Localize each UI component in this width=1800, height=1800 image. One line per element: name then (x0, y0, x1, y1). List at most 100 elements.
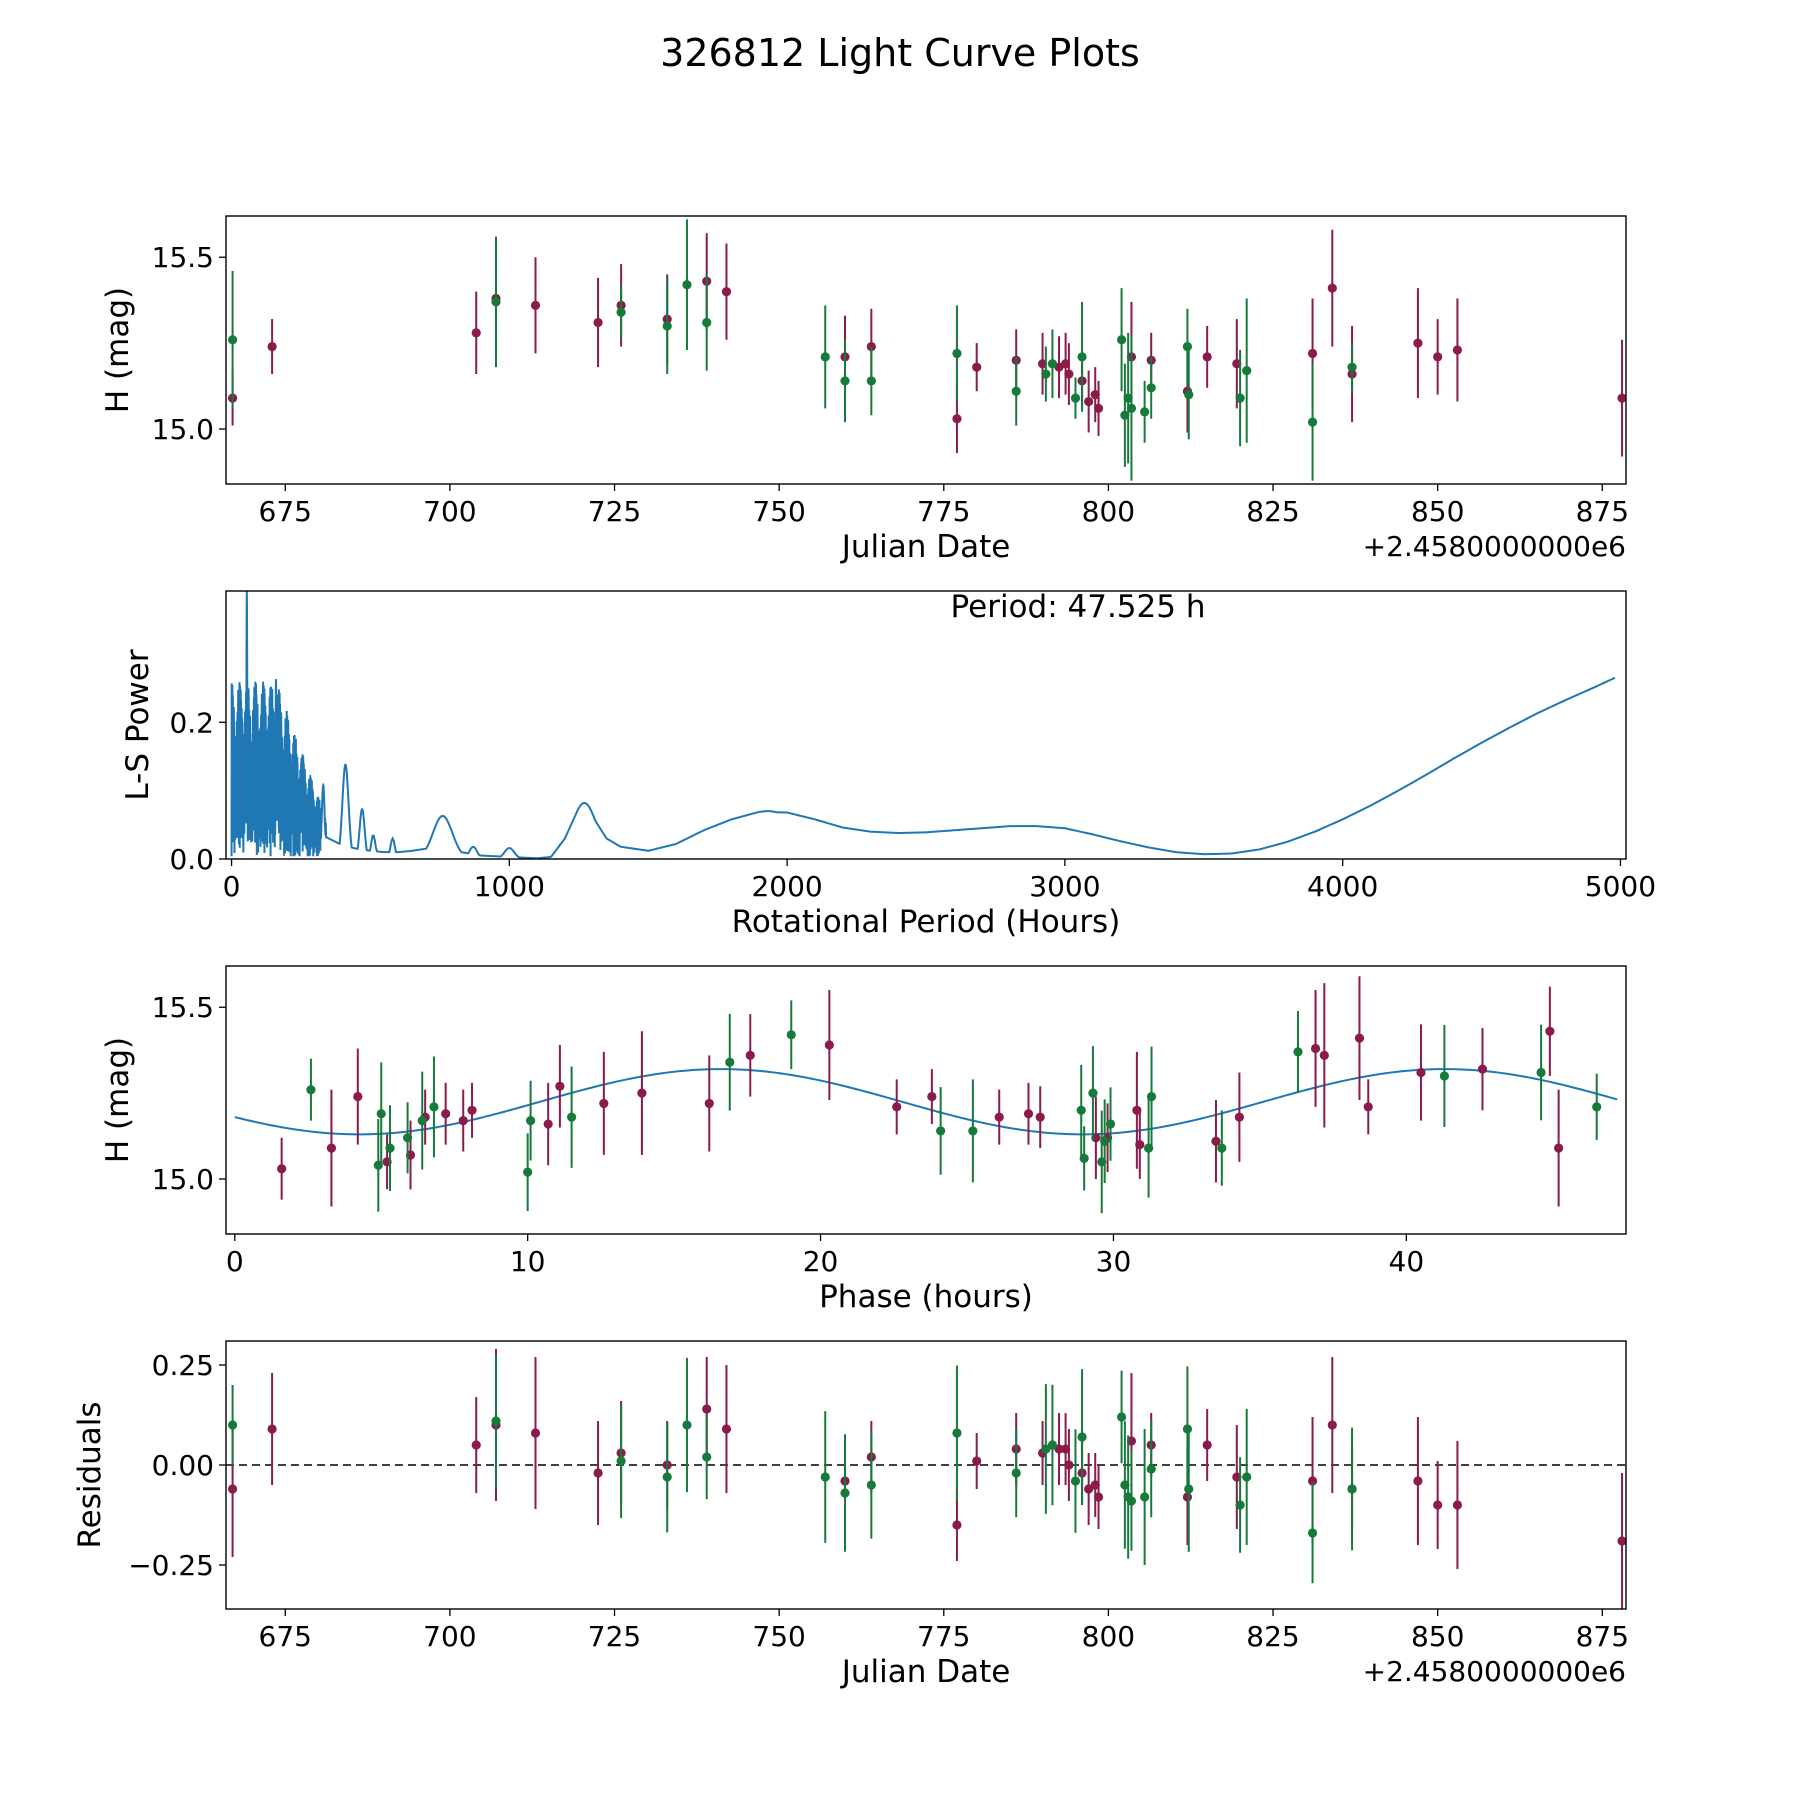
periodogram-x-tick-label: 1000 (474, 870, 545, 903)
residuals-point (471, 1440, 481, 1450)
lightcurve-point (616, 307, 626, 317)
periodogram-axes-frame (225, 590, 1627, 860)
phased-point (385, 1143, 395, 1153)
phased-point (417, 1116, 427, 1126)
periodogram-y-axis-label: L-S Power (120, 649, 156, 800)
lightcurve-axes-frame (225, 215, 1627, 485)
lightcurve-point (1064, 369, 1074, 379)
lightcurve-point (840, 376, 850, 386)
phased-point (1592, 1102, 1602, 1112)
lightcurve-x-tick-label: 675 (259, 495, 312, 528)
residuals-point (702, 1452, 712, 1462)
figure-title: 326812 Light Curve Plots (660, 31, 1140, 75)
lightcurve-offset-label: +2.4580000000e6 (1363, 530, 1626, 563)
residuals-point (267, 1424, 277, 1434)
residuals-point (662, 1472, 672, 1482)
residuals-point (1140, 1492, 1150, 1502)
residuals-point (1011, 1468, 1021, 1478)
lightcurve-point (1041, 369, 1051, 379)
residuals-point (721, 1424, 732, 1434)
residuals-y-tick-label: −0.25 (128, 1549, 214, 1582)
lightcurve-point (662, 321, 672, 331)
phased-point (1363, 1102, 1373, 1112)
phased-point (526, 1116, 536, 1126)
residuals-point (1116, 1412, 1127, 1422)
lightcurve-point (1452, 345, 1463, 355)
phased-point (1076, 1105, 1086, 1115)
residuals-point (840, 1488, 850, 1498)
phased-plot-area (234, 976, 1618, 1214)
phased-point (927, 1091, 937, 1102)
phased-point (1416, 1067, 1426, 1078)
lightcurve-point (1070, 393, 1081, 403)
residuals-point (227, 1484, 238, 1494)
phased-point (786, 1030, 796, 1040)
phased-point (1554, 1143, 1564, 1153)
periodogram-x-tick-label: 3000 (1029, 870, 1100, 903)
panel-periodogram: 0 1000 2000 3000 4000 5000 0.0 0.2 Period: 47.5… (120, 589, 1656, 940)
phased-series-g (306, 1000, 1602, 1214)
phased-point (725, 1057, 735, 1067)
lightcurve-point (1084, 396, 1094, 407)
phased-point (1439, 1071, 1450, 1081)
residuals-point (1307, 1528, 1318, 1538)
residuals-point (1347, 1484, 1357, 1494)
phased-point (523, 1167, 533, 1177)
lightcurve-x-tick-label: 825 (1246, 495, 1299, 528)
phased-point (277, 1164, 287, 1174)
lightcurve-x-tick-label: 875 (1576, 495, 1629, 528)
panel-lightcurve: 675 700 725 750 775 800 825 850 875 15.0 15.5 Juli… (100, 215, 1629, 565)
lightcurve-point (1011, 386, 1021, 396)
residuals-point (1093, 1492, 1104, 1502)
phased-point (306, 1085, 316, 1095)
phased-point (1088, 1088, 1098, 1098)
residuals-series-g (227, 1354, 1357, 1584)
lightcurve-point (1347, 362, 1357, 372)
lightcurve-x-tick-label: 800 (1082, 495, 1135, 528)
residuals-point (1235, 1500, 1245, 1510)
periodogram-y-tick-label: 0.2 (169, 706, 214, 739)
phased-x-tick-label: 0 (226, 1245, 244, 1278)
lightcurve-point (866, 376, 876, 386)
lightcurve-point (1433, 352, 1443, 362)
lightcurve-point (1126, 403, 1137, 414)
lightcurve-series-g (227, 219, 1357, 481)
phased-point (824, 1040, 834, 1050)
residuals-y-tick-label: 0.00 (152, 1449, 214, 1482)
lightcurve-x-tick-label: 775 (917, 495, 970, 528)
phased-point (467, 1105, 477, 1115)
lightcurve-point (1327, 283, 1337, 293)
phased-point (1211, 1136, 1221, 1146)
lightcurve-x-tick-label: 725 (588, 495, 641, 528)
residuals-x-tick-label: 800 (1082, 1620, 1135, 1653)
phased-point (402, 1133, 413, 1143)
phased-point (543, 1119, 553, 1129)
residuals-point (952, 1428, 962, 1438)
lightcurve-point (1184, 390, 1194, 400)
lightcurve-point (227, 335, 238, 345)
residuals-point (1126, 1496, 1137, 1506)
lightcurve-point (1182, 341, 1193, 352)
lightcurve-x-tick-label: 750 (752, 495, 805, 528)
lightcurve-point (1077, 352, 1087, 362)
phased-point (704, 1098, 714, 1109)
residuals-point (616, 1456, 626, 1466)
lightcurve-point (1307, 417, 1318, 427)
residuals-plot-area (226, 1349, 1626, 1609)
residuals-point (1307, 1476, 1318, 1486)
phased-y-tick-label: 15.5 (152, 991, 214, 1024)
residuals-x-axis-label: Julian Date (840, 1654, 1011, 1690)
residuals-ticks: 675 700 725 750 775 800 825 850 875 0.25 0.00 −0.25 (128, 1349, 1629, 1653)
phased-y-tick-label: 15.0 (152, 1163, 214, 1196)
residuals-point (682, 1420, 692, 1430)
residuals-point (1064, 1460, 1074, 1470)
phased-point (994, 1112, 1004, 1122)
lightcurve-x-axis-label: Julian Date (840, 529, 1011, 565)
lightcurve-point (682, 280, 692, 290)
phased-point (1217, 1143, 1227, 1153)
residuals-point (491, 1416, 501, 1426)
phased-point (1536, 1067, 1546, 1078)
phased-ticks: 0 10 20 30 40 15.0 15.5 (152, 991, 1424, 1278)
phased-point (936, 1126, 946, 1136)
